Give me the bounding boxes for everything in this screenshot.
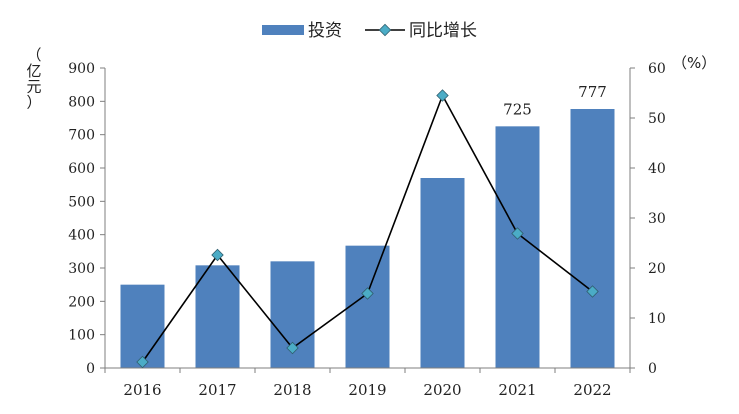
x-tick-label: 2022	[573, 381, 611, 399]
y-right-tick-label: 10	[648, 311, 666, 327]
y-left-tick-label: 900	[68, 61, 95, 77]
legend-marker-diamond	[378, 23, 392, 37]
y-left-tick-label: 500	[68, 194, 95, 210]
bar-2022	[570, 109, 615, 368]
growth-marker-2019	[361, 287, 374, 300]
y-left-tick-label: 0	[86, 361, 95, 377]
bar-2019	[345, 245, 390, 368]
legend-swatch-bar	[262, 25, 304, 35]
bar-2016	[120, 284, 165, 368]
growth-marker-2021	[511, 227, 524, 240]
left-axis-unit-label: （亿元）	[26, 46, 41, 111]
growth-marker-2016	[136, 355, 149, 369]
y-left-tick-label: 600	[68, 161, 95, 177]
x-tick-label: 2020	[423, 381, 461, 399]
y-right-tick-label: 50	[648, 111, 666, 127]
y-right-tick-label: 40	[648, 161, 666, 177]
right-axis-unit-label: （%）	[672, 54, 716, 72]
y-right-tick-label: 30	[648, 211, 666, 227]
growth-marker-2022	[586, 285, 599, 298]
data-label-2022: 777	[578, 83, 607, 101]
y-right-tick-label: 60	[648, 61, 666, 77]
legend-label-line: 同比增长	[409, 21, 477, 41]
bar-2021	[495, 126, 540, 368]
x-tick-label: 2021	[498, 381, 536, 399]
data-label-2021: 725	[503, 100, 532, 118]
y-left-tick-label: 100	[68, 328, 95, 344]
growth-marker-2020	[436, 89, 449, 102]
y-left-tick-label: 800	[68, 94, 95, 110]
y-left-tick-label: 300	[68, 261, 95, 277]
bar-2017	[195, 265, 240, 368]
plot-area: 0 100 200 300 400 500 600 700 800 900 0 10 20 30 40 50 6…	[68, 61, 666, 399]
x-tick-label: 2018	[273, 381, 311, 399]
y-left-tick-label: 400	[68, 228, 95, 244]
y-right-tick-label: 0	[648, 361, 657, 377]
x-tick-label: 2019	[348, 381, 386, 399]
growth-marker-2018	[286, 341, 299, 355]
y-left-tick-label: 700	[68, 128, 95, 144]
x-tick-label: 2016	[123, 381, 161, 399]
bar-2020	[420, 178, 465, 368]
legend: 投资 同比增长	[262, 21, 477, 41]
y-right-tick-label: 20	[648, 261, 666, 277]
x-tick-label: 2017	[198, 381, 236, 399]
legend-label-bar: 投资	[308, 21, 342, 41]
growth-marker-2017	[211, 248, 224, 262]
y-left-tick-label: 200	[68, 294, 95, 310]
